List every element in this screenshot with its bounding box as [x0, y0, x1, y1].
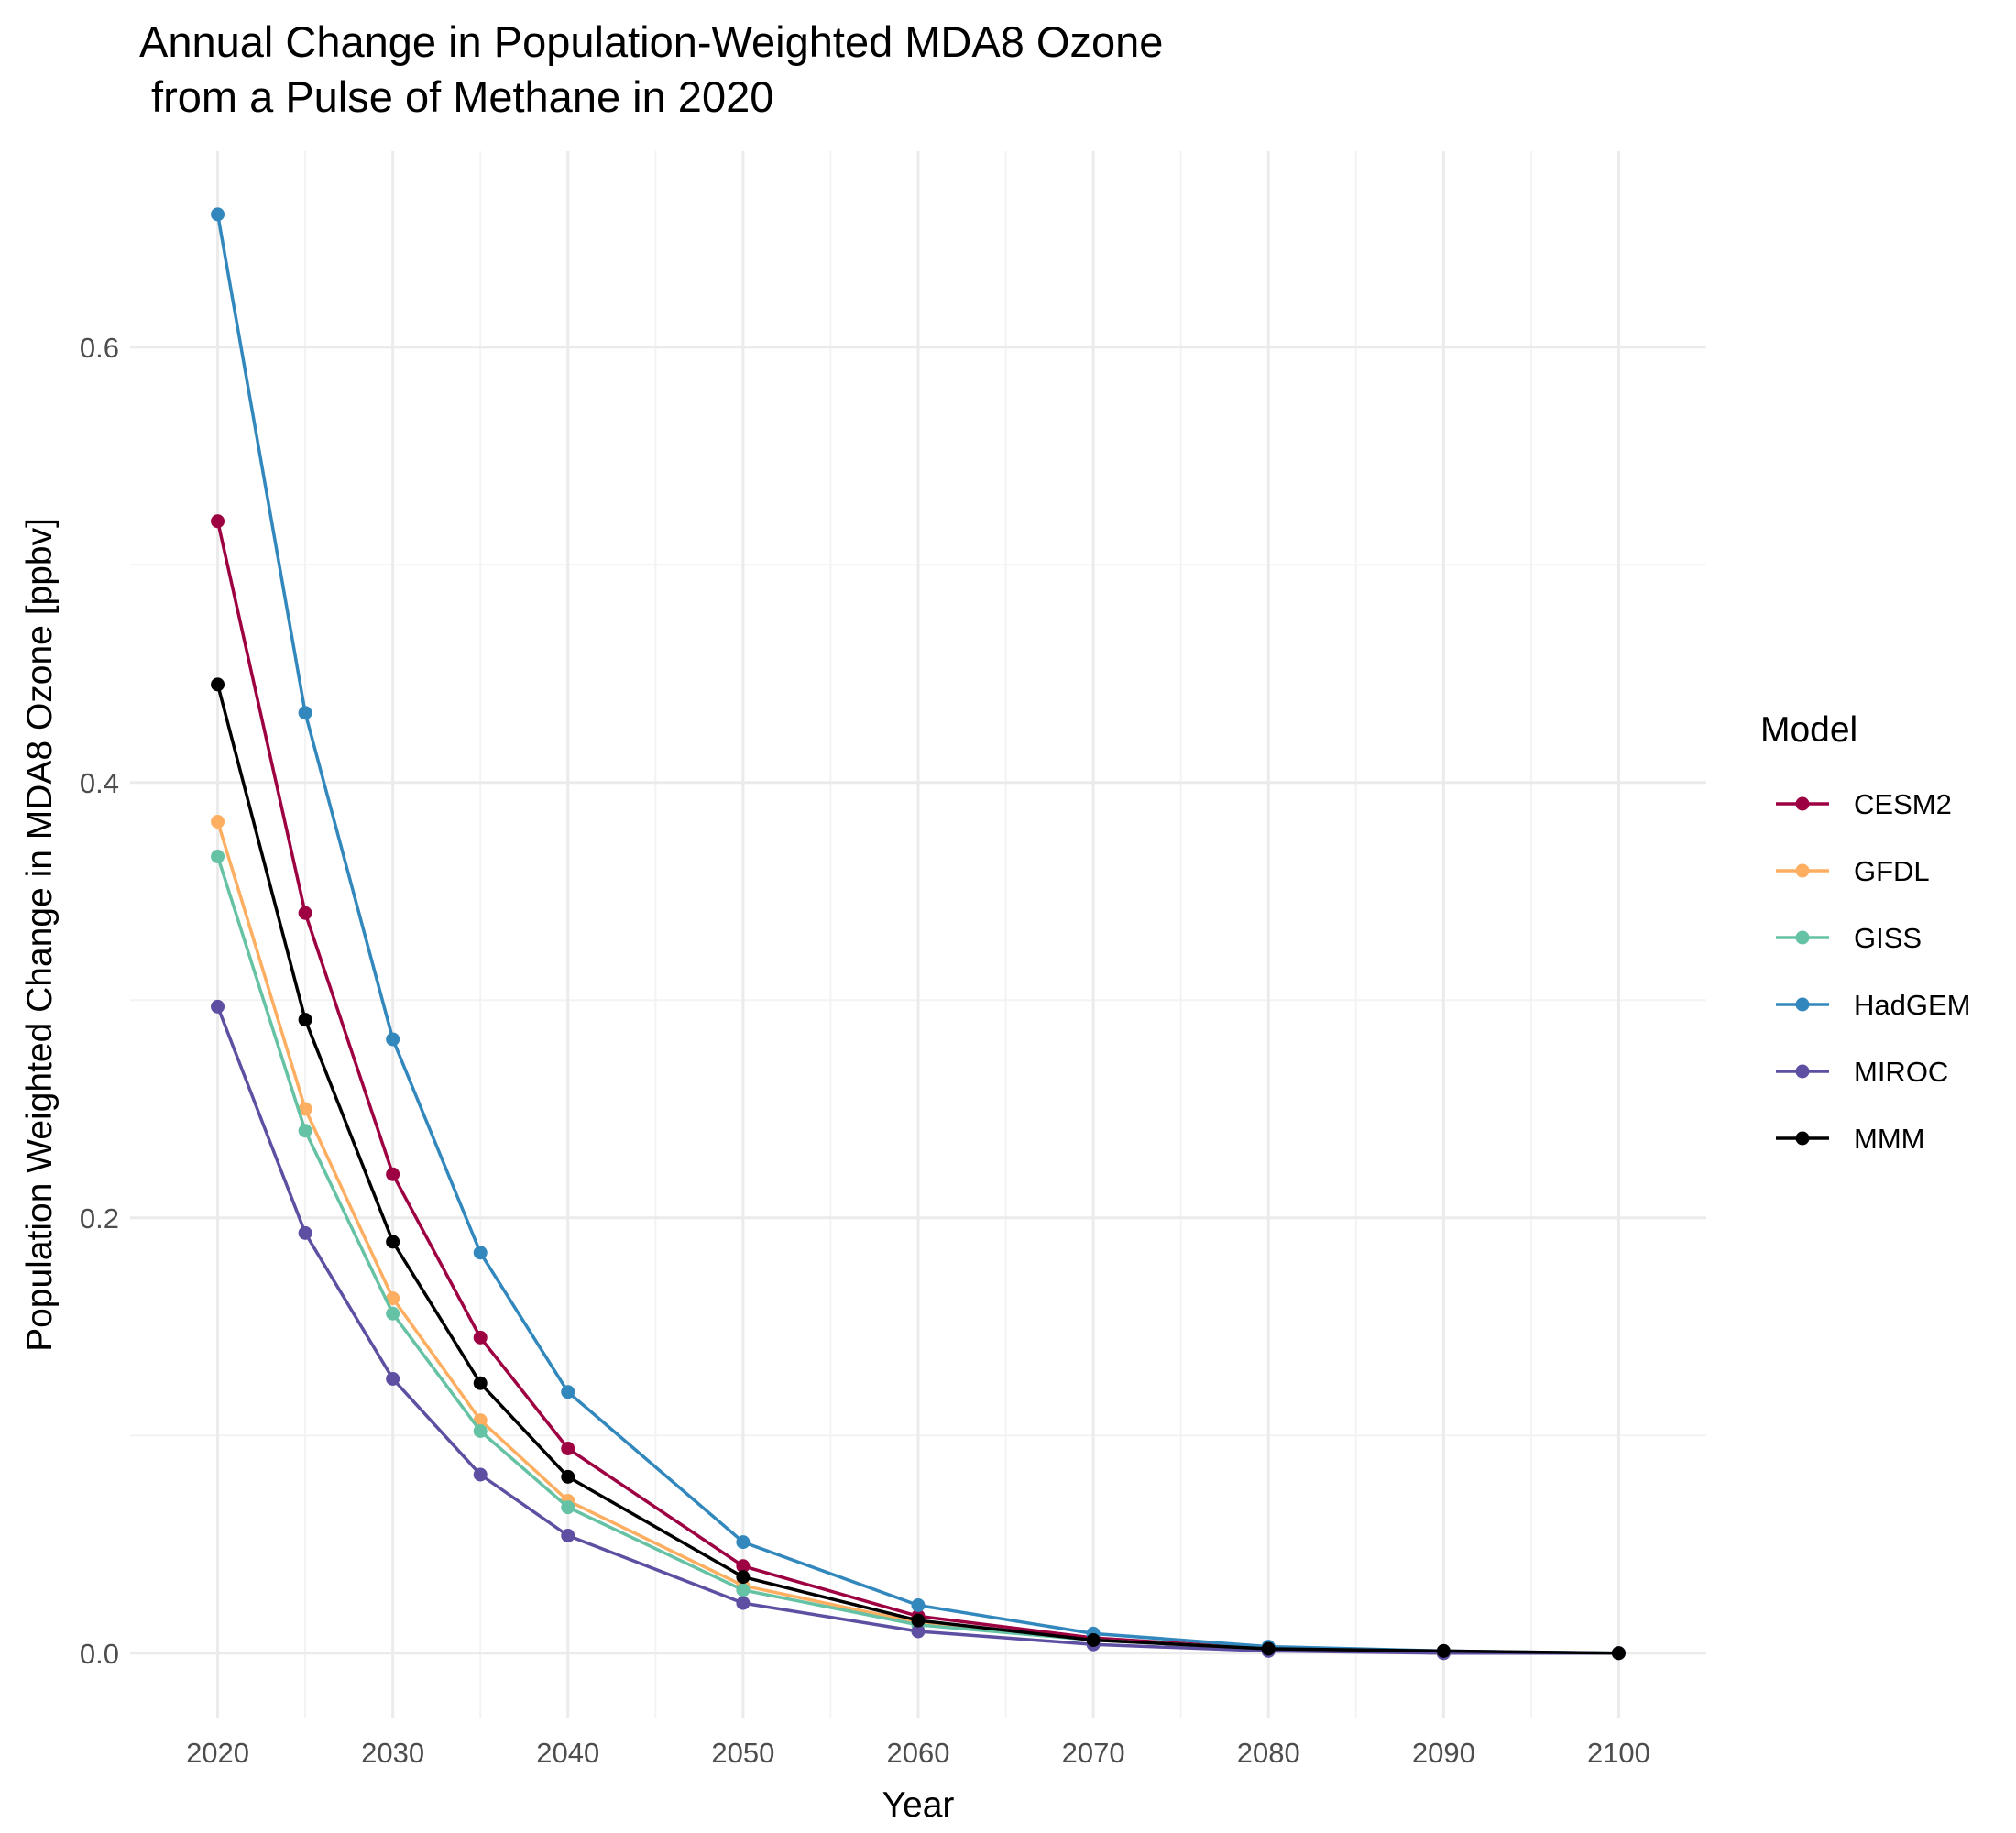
data-point-mmm	[1436, 1643, 1451, 1658]
data-point-mmm	[561, 1469, 575, 1484]
data-point-mmm	[1261, 1641, 1276, 1656]
x-tick-label: 2070	[1062, 1737, 1125, 1769]
legend-key-point	[1795, 1131, 1810, 1146]
x-tick-label: 2040	[536, 1737, 599, 1769]
legend-item-cesm2: CESM2	[1776, 788, 1952, 820]
x-axis-title: Year	[882, 1785, 955, 1825]
grid	[130, 151, 1706, 1718]
legend-key-point	[1795, 930, 1810, 945]
data-point-giss	[473, 1424, 488, 1438]
data-point-hadgem	[386, 1032, 400, 1047]
data-point-cesm2	[736, 1559, 751, 1574]
legend: Model CESM2 GFDL GISS HadGEM MIROC MMM	[1760, 710, 1970, 1155]
data-point-giss	[298, 1124, 312, 1138]
series-mmm	[211, 677, 1626, 1661]
data-point-miroc	[386, 1372, 400, 1386]
data-point-gfdl	[211, 815, 225, 829]
data-point-mmm	[1611, 1646, 1626, 1661]
chart-title-line2: from a Pulse of Methane in 2020	[139, 72, 773, 121]
x-tick-label: 2090	[1412, 1737, 1475, 1769]
x-tick-label: 2020	[186, 1737, 249, 1769]
data-point-mmm	[211, 677, 225, 692]
chart-title-line1: Annual Change in Population-Weighted MDA…	[139, 17, 1163, 66]
data-point-cesm2	[386, 1167, 400, 1181]
data-point-miroc	[473, 1467, 488, 1482]
y-tick-label: 0.6	[80, 332, 119, 364]
legend-label: MMM	[1854, 1123, 1924, 1155]
data-point-hadgem	[211, 207, 225, 222]
data-point-giss	[211, 850, 225, 863]
legend-key-point	[1795, 863, 1810, 878]
legend-key-point	[1795, 997, 1810, 1012]
legend-label: MIROC	[1854, 1056, 1948, 1088]
x-tick-label: 2050	[711, 1737, 774, 1769]
x-tick-label: 2060	[887, 1737, 950, 1769]
data-point-cesm2	[211, 514, 225, 529]
data-point-mmm	[911, 1613, 926, 1628]
data-point-gfdl	[386, 1291, 400, 1306]
data-point-hadgem	[911, 1598, 926, 1612]
data-point-mmm	[473, 1376, 488, 1390]
axis-ticks: 2020 2030 2040 2050 2060 2070 2080 2090 2100 0.0 0…	[80, 332, 1650, 1769]
data-point-gfdl	[473, 1413, 488, 1428]
y-tick-label: 0.4	[80, 767, 119, 799]
x-tick-label: 2100	[1587, 1737, 1650, 1769]
data-point-mmm	[298, 1013, 312, 1027]
legend-label: GFDL	[1854, 855, 1930, 887]
data-point-cesm2	[473, 1330, 488, 1345]
legend-key-point	[1795, 1064, 1810, 1079]
data-point-mmm	[386, 1235, 400, 1249]
data-point-miroc	[561, 1529, 575, 1542]
y-axis-title: Population Weighted Change in MDA8 Ozone…	[20, 518, 60, 1352]
data-point-cesm2	[298, 906, 312, 920]
legend-item-hadgem: HadGEM	[1776, 989, 1970, 1021]
legend-title: Model	[1760, 710, 1857, 750]
legend-item-giss: GISS	[1776, 922, 1922, 954]
data-point-giss	[386, 1306, 400, 1321]
data-point-hadgem	[473, 1246, 488, 1260]
legend-item-gfdl: GFDL	[1776, 855, 1930, 887]
data-point-mmm	[1086, 1633, 1101, 1647]
x-tick-label: 2080	[1237, 1737, 1300, 1769]
x-tick-label: 2030	[361, 1737, 424, 1769]
legend-item-mmm: MMM	[1776, 1123, 1924, 1155]
series-lines	[211, 207, 1626, 1661]
data-point-cesm2	[561, 1442, 575, 1455]
y-tick-label: 0.2	[80, 1202, 119, 1235]
y-tick-label: 0.0	[80, 1638, 119, 1670]
legend-key-point	[1795, 796, 1810, 811]
data-point-giss	[561, 1500, 575, 1515]
data-point-miroc	[736, 1596, 751, 1610]
data-point-miroc	[211, 999, 225, 1014]
legend-label: GISS	[1854, 922, 1922, 954]
data-point-miroc	[298, 1225, 312, 1240]
data-point-hadgem	[561, 1385, 575, 1399]
data-point-mmm	[736, 1570, 751, 1585]
data-point-giss	[736, 1583, 751, 1597]
data-point-hadgem	[736, 1535, 751, 1550]
legend-label: HadGEM	[1854, 989, 1970, 1021]
data-point-gfdl	[298, 1102, 312, 1116]
data-point-hadgem	[298, 706, 312, 720]
legend-item-miroc: MIROC	[1776, 1056, 1948, 1088]
legend-label: CESM2	[1854, 788, 1952, 820]
data-point-miroc	[911, 1624, 926, 1639]
